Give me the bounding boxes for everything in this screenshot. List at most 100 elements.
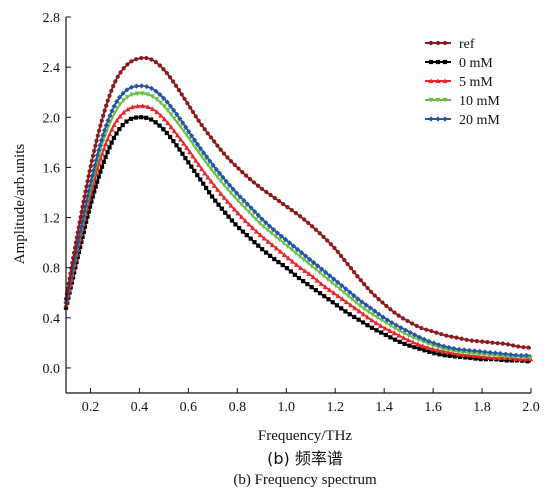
data-point [306, 271, 312, 277]
data-point [264, 250, 269, 255]
data-point [440, 348, 446, 354]
data-point [378, 323, 384, 328]
data-point [109, 140, 114, 145]
data-point [360, 311, 366, 317]
x-axis-label: Frequency/THz [258, 428, 352, 444]
data-point [164, 71, 169, 76]
data-point [273, 245, 279, 251]
data-point [109, 126, 115, 132]
data-point [317, 291, 323, 296]
data-point [204, 154, 210, 160]
data-point [412, 345, 417, 350]
data-point [240, 170, 245, 175]
legend-entry: 10 mM [425, 94, 500, 109]
data-point [491, 355, 497, 361]
y-tick-label: 0.8 [43, 262, 61, 277]
data-point [181, 140, 187, 146]
data-point [276, 259, 281, 265]
data-point [422, 348, 427, 353]
data-point [218, 191, 224, 196]
data-point [149, 57, 154, 62]
data-point [117, 102, 123, 107]
data-point [189, 164, 194, 169]
data-point [441, 343, 447, 349]
data-point [516, 344, 521, 349]
data-point [473, 356, 478, 361]
series-5-mm [63, 103, 534, 362]
data-point [450, 350, 456, 356]
data-point [281, 201, 286, 207]
data-point [421, 336, 427, 342]
data-point [415, 341, 421, 347]
data-point [292, 272, 297, 277]
data-point [369, 325, 375, 330]
data-point [183, 124, 189, 130]
data-point [368, 289, 374, 294]
data-point [165, 120, 171, 126]
data-point [86, 209, 91, 214]
data-point [240, 229, 246, 234]
data-point [285, 205, 290, 210]
data-point [339, 296, 345, 302]
data-point [309, 224, 315, 229]
legend-marker [435, 78, 441, 84]
data-point [193, 157, 199, 163]
data-point [92, 189, 97, 194]
data-point [218, 178, 224, 184]
data-point [367, 305, 374, 311]
data-point [157, 91, 163, 98]
data-point [485, 340, 490, 345]
data-point [221, 151, 227, 156]
data-point [392, 337, 398, 342]
data-point [117, 127, 122, 132]
data-point [505, 342, 511, 347]
data-point [154, 109, 160, 115]
data-point [436, 342, 442, 348]
data-point [420, 343, 426, 349]
legend-label: 0 mM [459, 56, 493, 71]
data-point [174, 132, 181, 138]
data-point [235, 198, 241, 204]
data-point [68, 271, 73, 276]
data-point [481, 354, 487, 359]
data-point [208, 166, 214, 172]
data-point [241, 197, 247, 203]
data-point [190, 141, 196, 147]
data-point [92, 148, 97, 153]
data-point [432, 351, 437, 356]
data-point [223, 210, 228, 215]
data-point [96, 174, 101, 179]
data-point [182, 96, 187, 101]
data-point [79, 209, 84, 215]
data-point [362, 282, 367, 287]
legend-marker [435, 40, 441, 46]
data-point [93, 170, 99, 176]
data-point [426, 338, 432, 344]
data-point [232, 162, 237, 168]
data-point [103, 141, 109, 146]
data-point [226, 182, 233, 188]
data-point [365, 285, 370, 291]
data-point [219, 206, 224, 211]
data-point [264, 189, 269, 195]
data-point [199, 122, 204, 128]
data-point [294, 246, 301, 252]
caption-english: (b) Frequency spectrum [233, 472, 377, 488]
data-point [360, 320, 366, 325]
data-point [95, 165, 101, 171]
data-point [260, 247, 265, 252]
data-point [382, 325, 388, 331]
data-point [388, 307, 393, 312]
data-point [174, 120, 180, 126]
data-point [224, 199, 231, 204]
data-point [256, 243, 261, 248]
data-point [302, 268, 308, 274]
data-point [89, 199, 94, 204]
data-point [369, 317, 375, 323]
data-point [379, 330, 384, 335]
data-point [109, 88, 114, 94]
data-point [355, 296, 361, 302]
series-line [65, 116, 532, 363]
legend-marker [442, 116, 448, 122]
